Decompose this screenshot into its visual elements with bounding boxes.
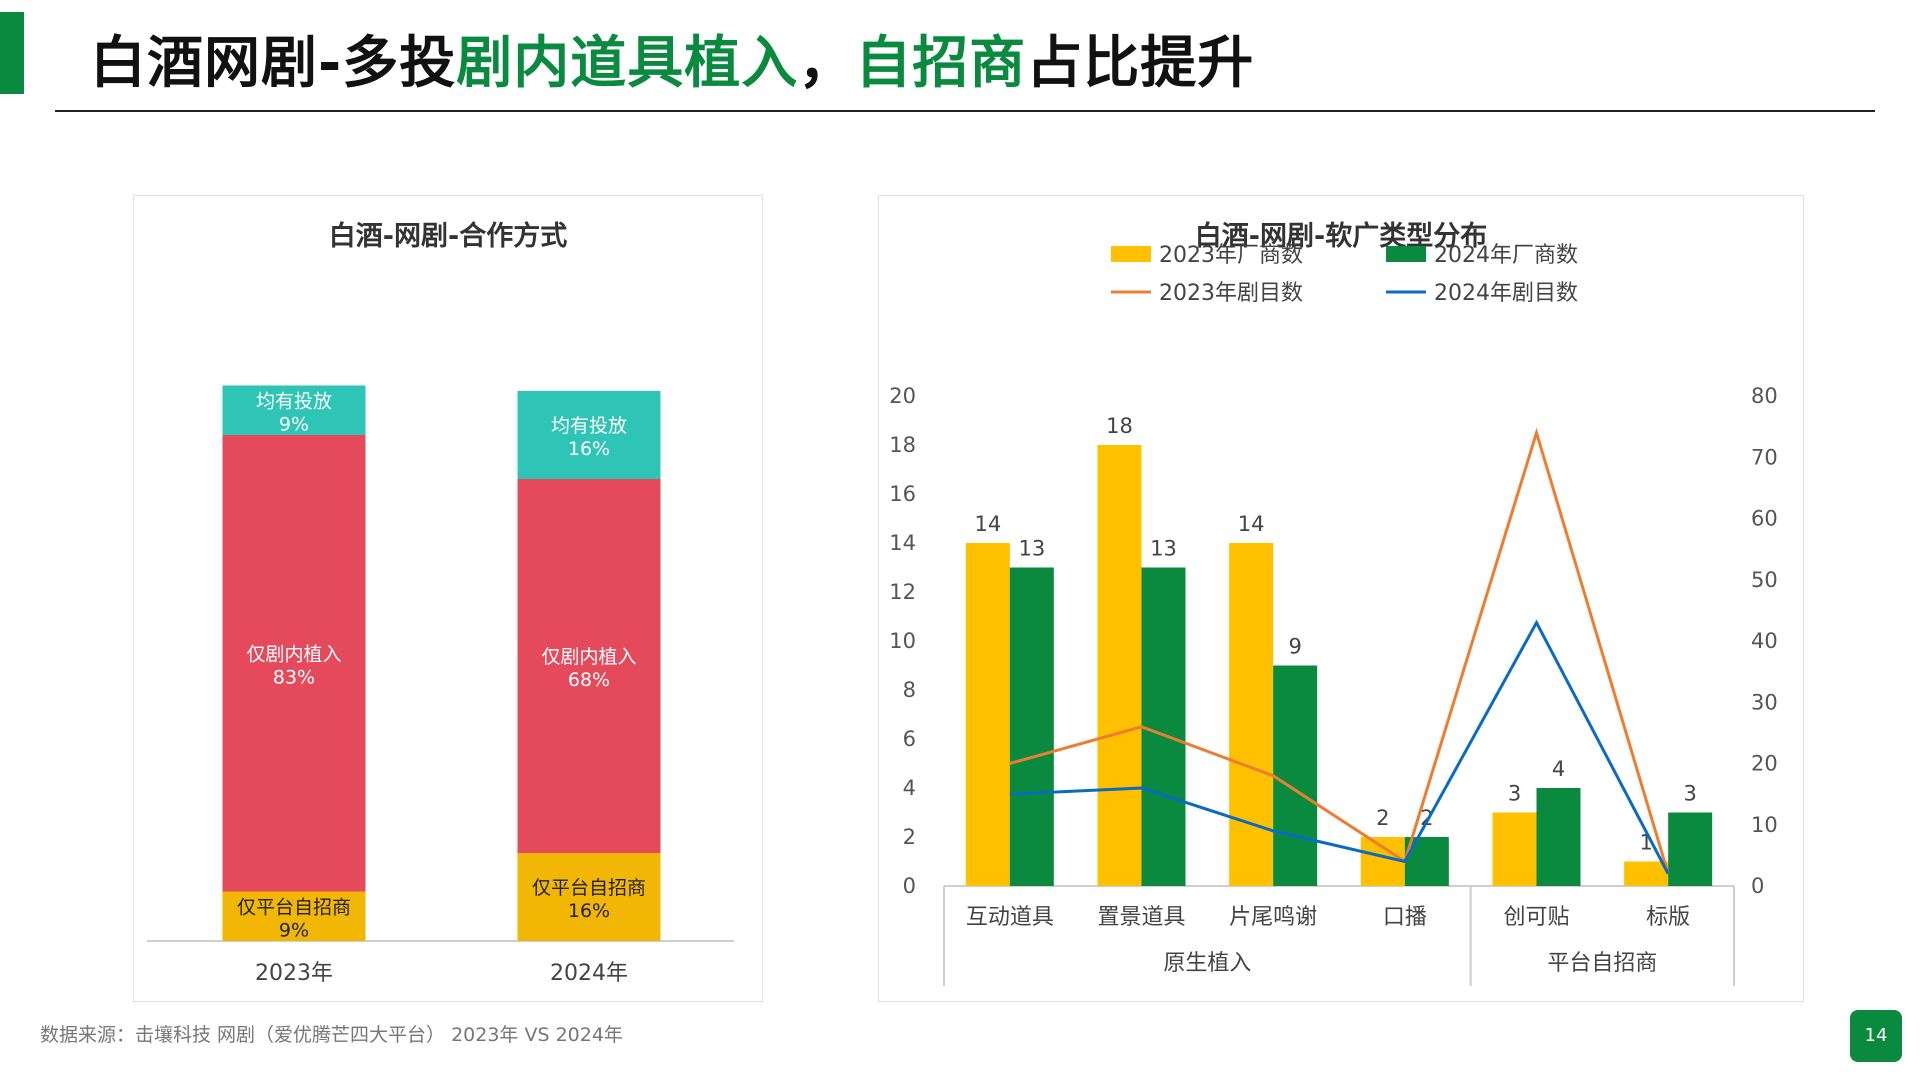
x-tick-label: 片尾鸣谢 [1229,905,1317,930]
segment-label-name: 仅平台自招商 [237,896,351,918]
segment-label-value: 68% [568,669,610,691]
legend-label: 2024年厂商数 [1434,243,1578,268]
bar [1097,445,1142,886]
title-accent-bar [0,12,24,94]
x-tick-label: 2024年 [550,961,628,986]
y2-tick-label: 30 [1751,690,1778,714]
soft-ad-chart-panel: 白酒-网剧-软广类型分布 2023年厂商数 2024年厂商数 2023年剧目数 202… [878,195,1804,1002]
bar-segment [222,435,366,892]
page-title: 白酒网剧-多投剧内道具植入，自招商占比提升 [90,18,1254,99]
y-tick-label: 6 [903,727,916,751]
y-tick-label: 12 [889,580,916,604]
series-line [1009,427,1670,875]
title-part-1: 白酒网剧-多投 [90,31,457,96]
bar [1536,788,1581,886]
title-part-3: ， [798,31,856,96]
x-tick-label: 标版 [1646,905,1690,930]
x-tick-label: 互动道具 [966,905,1054,930]
segment-label-value: 9% [279,919,309,941]
legend-swatch [1386,246,1426,262]
group-label: 平台自招商 [1547,951,1657,976]
y2-tick-label: 80 [1751,384,1778,408]
y2-tick-label: 0 [1751,874,1764,898]
segment-label-value: 83% [273,666,315,688]
bar-segment [222,891,366,941]
bar-data-label: 14 [974,512,1001,536]
y-tick-label: 4 [903,776,916,800]
bar [1229,543,1274,886]
segment-label-name: 仅剧内植入 [541,646,636,668]
y-tick-label: 20 [889,384,916,408]
cooperation-stacked-bar-chart: 仅平台自招商9%仅剧内植入83%均有投放9%2023年仅平台自招商16%仅剧内植… [147,385,734,986]
bar-data-label: 14 [1238,512,1265,536]
soft-ad-chart-title: 白酒-网剧-软广类型分布 [1194,221,1488,252]
legend-label: 2024年剧目数 [1434,281,1578,306]
bar-data-label: 13 [1150,537,1177,561]
y-tick-label: 0 [903,874,916,898]
bar [1141,567,1186,886]
legend-label: 2023年剧目数 [1159,281,1303,306]
title-part-2: 剧内道具植入 [456,31,799,96]
y2-tick-label: 60 [1751,507,1778,531]
bar [1360,837,1405,886]
segment-label-name: 均有投放 [256,390,332,412]
data-source-note: 数据来源：击壤科技 网剧（爱优腾芒四大平台） 2023年 VS 2024年 [40,1024,623,1046]
y-tick-label: 8 [903,678,916,702]
page-number-badge: 14 [1850,1010,1902,1062]
series-line [1009,619,1670,875]
legend-label: 2023年厂商数 [1159,243,1303,268]
x-tick-label: 创可贴 [1503,905,1569,930]
y-tick-label: 16 [889,482,916,506]
segment-label-value: 9% [279,413,309,435]
y-tick-label: 18 [889,433,916,457]
bar-data-label: 3 [1508,782,1521,806]
bar-data-label: 2 [1420,806,1433,830]
bar-data-label: 2 [1376,806,1389,830]
y-tick-label: 14 [889,531,916,555]
bar-segment [517,391,661,479]
bar [1492,812,1537,886]
bar-segment [517,479,661,853]
segment-label-value: 16% [568,900,610,922]
bar [965,543,1010,886]
bar-data-label: 18 [1106,414,1133,438]
title-divider [55,110,1875,112]
cooperation-chart-panel: 白酒-网剧-合作方式 仅平台自招商 9% 仅剧内植入 83% 均有投放 9% 2023年 仅平… [133,195,763,1002]
cooperation-chart-title: 白酒-网剧-合作方式 [328,221,568,252]
bar [1668,812,1713,886]
y2-tick-label: 20 [1751,752,1778,776]
x-tick-label: 置景道具 [1097,905,1185,930]
bar-data-label: 4 [1552,757,1565,781]
bar-data-label: 9 [1288,635,1301,659]
bar [1273,665,1318,886]
y2-tick-label: 40 [1751,629,1778,653]
segment-label-name: 仅剧内植入 [246,643,341,665]
group-label: 原生植入 [1163,951,1251,976]
title-part-4: 自招商 [855,31,1027,96]
segment-label-name: 均有投放 [551,415,627,437]
y2-tick-label: 50 [1751,568,1778,592]
segment-label-name: 仅平台自招商 [532,877,646,899]
y-tick-label: 2 [903,825,916,849]
x-tick-label: 口播 [1383,905,1427,930]
x-tick-label: 2023年 [255,961,333,986]
bar-segment [517,853,661,941]
y2-tick-label: 70 [1751,445,1778,469]
soft-ad-combo-chart: 2023年厂商数 2024年厂商数 2023年剧目数 2024年剧目数 0 2 4 6 8 10 1… [889,243,1778,986]
segment-label-value: 16% [568,438,610,460]
bar-data-label: 13 [1018,537,1045,561]
y-tick-label: 10 [889,629,916,653]
bar-data-label: 3 [1683,782,1696,806]
legend-swatch [1111,246,1151,262]
bar-segment [222,385,366,435]
bar [1009,567,1054,886]
y2-tick-label: 10 [1751,813,1778,837]
title-part-5: 占比提升 [1026,31,1255,96]
bar [1624,861,1669,886]
